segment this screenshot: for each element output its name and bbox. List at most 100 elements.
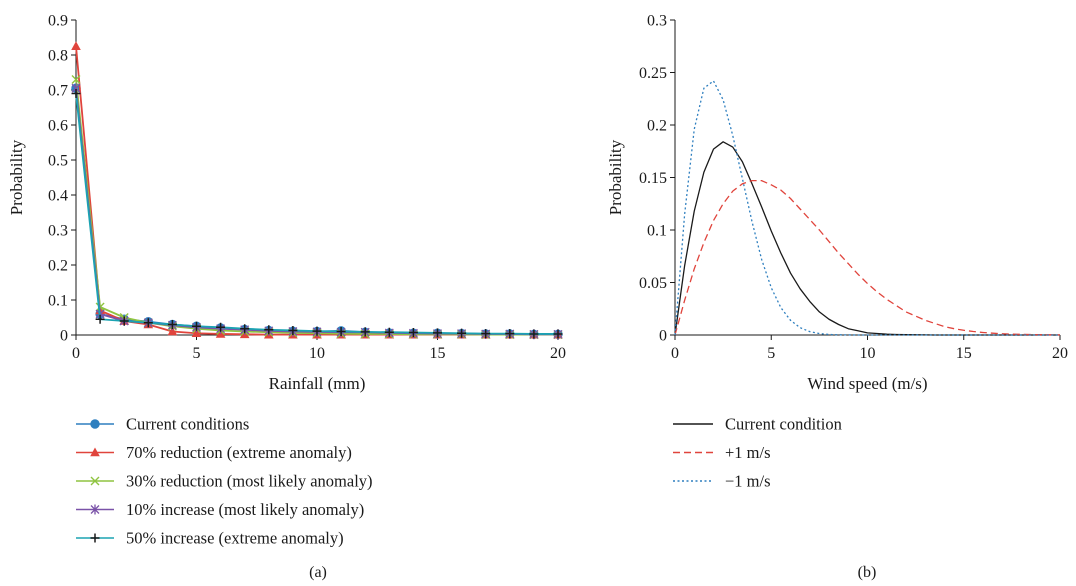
data-point <box>71 41 81 51</box>
series-30-reduction-most-likely-anomaly <box>71 75 563 340</box>
x-tick-label: 15 <box>956 345 972 362</box>
data-point <box>167 320 177 329</box>
data-point <box>240 324 250 334</box>
series-line <box>75 79 558 336</box>
legend-label: Current conditions <box>126 415 249 434</box>
y-tick-label: 0.5 <box>48 153 68 170</box>
data-point <box>288 325 298 335</box>
series-line <box>674 141 1060 336</box>
wind-y-ticks: 0 0.05 0.1 0.15 0.2 0.25 0.3 <box>639 13 675 345</box>
legend-marker <box>90 419 100 429</box>
series-line <box>75 88 558 336</box>
rainfall-x-axis-title: Rainfall (mm) <box>269 374 366 393</box>
legend-label: 30% reduction (most likely anomaly) <box>126 472 373 491</box>
wind-speed-chart: 0 0.05 0.1 0.15 0.2 0.25 0.3 0 5 10 15 20 Wind spe… <box>606 13 1068 582</box>
data-point <box>408 328 418 338</box>
wind-x-axis-title: Wind speed (m/s) <box>807 374 927 393</box>
data-point <box>119 316 129 326</box>
series-line <box>674 179 1061 336</box>
wind-x-ticks: 0 5 10 15 20 <box>671 335 1068 362</box>
legend-label: 70% reduction (extreme anomaly) <box>126 443 352 462</box>
panel-label-b: (b) <box>858 564 877 581</box>
y-tick-label: 0.4 <box>48 188 68 205</box>
data-point <box>433 328 442 338</box>
series-10-increase-most-likely-anomaly <box>71 83 563 340</box>
series-line <box>674 80 1060 336</box>
legend-marker <box>90 447 100 457</box>
legend-item: Current conditions <box>76 415 249 434</box>
legend-marker <box>90 504 100 515</box>
x-tick-label: 0 <box>671 345 679 362</box>
wind-legend: Current condition +1 m/s −1 m/s <box>673 415 842 491</box>
y-tick-label: 0.2 <box>647 118 667 135</box>
data-point <box>216 322 226 332</box>
data-point <box>143 318 153 328</box>
series-1-m-s <box>674 179 1061 336</box>
series-1-m-s <box>674 80 1060 336</box>
x-tick-label: 5 <box>193 345 201 362</box>
series-current-conditions <box>71 83 563 339</box>
legend-item: +1 m/s <box>673 443 771 462</box>
wind-series <box>674 80 1061 336</box>
y-tick-label: 0.25 <box>639 65 667 82</box>
data-point <box>384 327 394 337</box>
y-tick-label: 0 <box>659 328 667 345</box>
legend-marker <box>90 476 100 486</box>
data-point <box>191 328 202 338</box>
data-point <box>192 321 201 331</box>
legend-label: +1 m/s <box>725 443 771 462</box>
x-tick-label: 20 <box>1052 345 1068 362</box>
legend-marker <box>90 533 100 543</box>
data-point <box>95 314 105 324</box>
y-tick-label: 0.15 <box>639 170 667 187</box>
legend-item: 50% increase (extreme anomaly) <box>76 529 344 548</box>
data-point <box>71 89 81 98</box>
series-line <box>75 46 558 336</box>
y-tick-label: 0.1 <box>647 223 667 240</box>
y-tick-label: 0.9 <box>48 13 68 30</box>
x-tick-label: 10 <box>860 345 876 362</box>
rainfall-chart: 0 0.1 0.2 0.3 0.4 0.5 0.6 0.7 0.8 0.9 0 5 10 15 20 Ra… <box>7 13 566 582</box>
data-point <box>360 327 370 337</box>
legend-label: 10% increase (most likely anomaly) <box>126 500 364 519</box>
legend-label: −1 m/s <box>725 472 771 491</box>
rainfall-y-axis-title: Probability <box>7 139 26 215</box>
y-tick-label: 0.8 <box>48 48 68 65</box>
rainfall-y-ticks: 0 0.1 0.2 0.3 0.4 0.5 0.6 0.7 0.8 0.9 <box>48 13 76 345</box>
y-tick-label: 0.7 <box>48 83 68 100</box>
x-tick-label: 10 <box>309 345 325 362</box>
data-point <box>529 329 539 339</box>
rainfall-x-ticks: 0 5 10 15 20 <box>72 335 566 362</box>
series-current-condition <box>674 141 1060 336</box>
data-point <box>264 325 274 335</box>
data-point <box>505 329 515 339</box>
y-tick-label: 0.2 <box>48 258 68 275</box>
legend-item: 10% increase (most likely anomaly) <box>76 500 364 519</box>
y-tick-label: 0.3 <box>48 223 68 240</box>
series-line <box>75 88 558 336</box>
x-tick-label: 0 <box>72 345 80 362</box>
y-tick-label: 0.1 <box>48 293 68 310</box>
data-point <box>553 329 563 339</box>
data-point <box>312 326 322 336</box>
series-line <box>75 93 558 335</box>
x-tick-label: 15 <box>430 345 446 362</box>
wind-y-axis-title: Probability <box>606 139 625 215</box>
y-tick-label: 0.05 <box>639 275 667 292</box>
x-tick-label: 5 <box>767 345 775 362</box>
y-tick-label: 0.3 <box>647 13 667 30</box>
rainfall-series <box>71 41 563 340</box>
rainfall-legend: Current conditions 70% reduction (extreme… <box>76 415 373 548</box>
panel-label-a: (a) <box>309 564 327 581</box>
data-point <box>167 326 178 336</box>
legend-label: 50% increase (extreme anomaly) <box>126 529 344 548</box>
y-tick-label: 0 <box>60 328 68 345</box>
legend-item: Current condition <box>673 415 842 434</box>
data-point <box>457 328 467 338</box>
data-point <box>336 327 346 336</box>
legend-item: 30% reduction (most likely anomaly) <box>76 472 373 491</box>
legend-item: −1 m/s <box>673 472 771 491</box>
x-tick-label: 20 <box>550 345 566 362</box>
data-point <box>481 329 491 339</box>
